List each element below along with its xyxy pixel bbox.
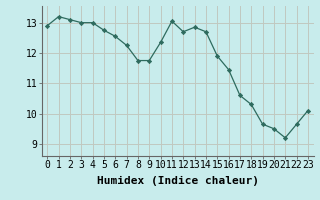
X-axis label: Humidex (Indice chaleur): Humidex (Indice chaleur) <box>97 176 259 186</box>
